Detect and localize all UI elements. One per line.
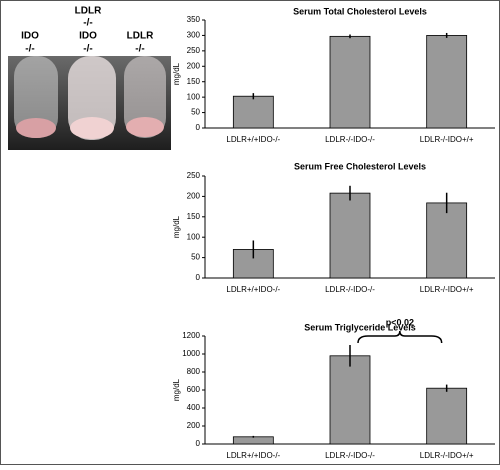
photo bbox=[8, 56, 171, 150]
bar bbox=[426, 35, 468, 129]
y-tick-label: 150 bbox=[187, 212, 201, 221]
y-tick-label: 300 bbox=[187, 31, 201, 40]
y-tick-label: 50 bbox=[191, 253, 200, 262]
y-tick-label: 0 bbox=[196, 439, 201, 448]
y-axis-label: mg/dL bbox=[172, 215, 181, 238]
bar bbox=[426, 387, 468, 445]
bar bbox=[232, 95, 274, 129]
x-tick-label: LDLR+/+IDO-/- bbox=[226, 285, 280, 294]
significance-bracket bbox=[357, 330, 443, 344]
y-tick-label: 0 bbox=[196, 273, 201, 282]
y-tick-label: 100 bbox=[187, 232, 201, 241]
x-tick-label: LDLR-/-IDO+/+ bbox=[420, 285, 474, 294]
x-tick-label: LDLR+/+IDO-/- bbox=[226, 451, 280, 460]
y-tick-label: 1000 bbox=[182, 349, 200, 358]
y-tick-label: 400 bbox=[187, 403, 201, 412]
y-tick-label: 50 bbox=[191, 108, 200, 117]
bar bbox=[329, 35, 371, 129]
chart-title: Serum Triglyceride Levels bbox=[304, 322, 416, 332]
y-axis-label: mg/dL bbox=[172, 378, 181, 401]
y-tick-label: 150 bbox=[187, 77, 201, 86]
bar bbox=[329, 355, 371, 445]
bar bbox=[232, 436, 274, 445]
y-tick-label: 1200 bbox=[182, 331, 200, 340]
y-tick-label: 200 bbox=[187, 192, 201, 201]
annotation: p<0.02 bbox=[386, 317, 414, 327]
x-tick-label: LDLR-/-IDO+/+ bbox=[420, 451, 474, 460]
y-axis-label: mg/dL bbox=[172, 62, 181, 85]
y-tick-label: 250 bbox=[187, 171, 201, 180]
y-tick-label: 200 bbox=[187, 421, 201, 430]
x-tick-label: LDLR-/-IDO-/- bbox=[325, 451, 375, 460]
x-tick-label: LDLR-/-IDO-/- bbox=[325, 285, 375, 294]
x-tick-label: LDLR+/+IDO-/- bbox=[226, 135, 280, 144]
photo-label: -/- bbox=[25, 44, 34, 55]
photo-label: LDLR bbox=[75, 6, 102, 17]
y-tick-label: 250 bbox=[187, 46, 201, 55]
y-tick-label: 350 bbox=[187, 15, 201, 24]
photo-label: -/- bbox=[135, 44, 144, 55]
chart-title: Serum Total Cholesterol Levels bbox=[293, 6, 427, 16]
photo-label: -/- bbox=[83, 18, 92, 29]
x-tick-label: LDLR-/-IDO-/- bbox=[325, 135, 375, 144]
y-tick-label: 200 bbox=[187, 61, 201, 70]
y-tick-label: 600 bbox=[187, 385, 201, 394]
bar bbox=[426, 202, 468, 279]
bar bbox=[329, 192, 371, 279]
photo-label: IDO bbox=[21, 31, 39, 42]
y-tick-label: 800 bbox=[187, 367, 201, 376]
chart-title: Serum Free Cholesterol Levels bbox=[294, 161, 426, 171]
photo-label: LDLR bbox=[127, 31, 154, 42]
photo-label: IDO bbox=[79, 31, 97, 42]
y-tick-label: 100 bbox=[187, 92, 201, 101]
photo-label: -/- bbox=[83, 44, 92, 55]
y-tick-label: 0 bbox=[196, 123, 201, 132]
x-tick-label: LDLR-/-IDO+/+ bbox=[420, 135, 474, 144]
